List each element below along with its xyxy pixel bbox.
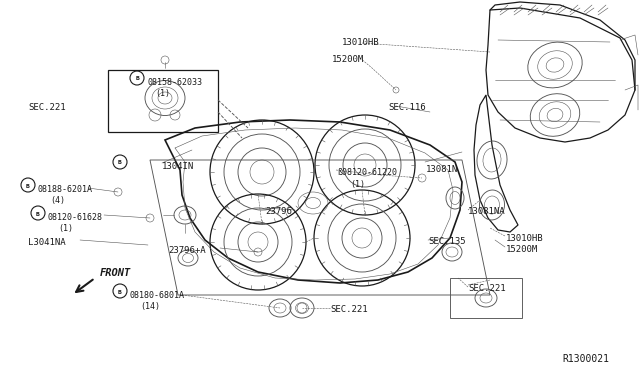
- Text: 08120-61628: 08120-61628: [48, 213, 103, 222]
- Text: 15200M: 15200M: [506, 245, 538, 254]
- Text: SEC.135: SEC.135: [428, 237, 466, 246]
- Text: SEC.221: SEC.221: [28, 103, 66, 112]
- Text: 08158-62033: 08158-62033: [148, 78, 203, 87]
- Text: (1): (1): [155, 89, 170, 98]
- Text: SEC.221: SEC.221: [468, 284, 506, 293]
- Text: (1): (1): [58, 224, 73, 233]
- Text: B: B: [26, 183, 30, 189]
- Text: 08180-6801A: 08180-6801A: [130, 291, 185, 300]
- Text: FRONT: FRONT: [100, 268, 131, 278]
- Text: B: B: [135, 77, 139, 81]
- Text: 13010HB: 13010HB: [506, 234, 543, 243]
- Text: 23796: 23796: [265, 207, 292, 216]
- Bar: [108, 70, 218, 132]
- Text: B: B: [36, 212, 40, 217]
- Text: SEC.116: SEC.116: [388, 103, 426, 112]
- Text: R1300021: R1300021: [562, 354, 609, 364]
- Text: (4): (4): [50, 196, 65, 205]
- Text: B: B: [118, 160, 122, 166]
- Text: 13081N: 13081N: [426, 165, 458, 174]
- Bar: [450, 278, 522, 318]
- Text: 15200M: 15200M: [332, 55, 364, 64]
- Text: 1304IN: 1304IN: [162, 162, 195, 171]
- Text: ß08120-61220: ß08120-61220: [337, 168, 397, 177]
- Text: SEC.221: SEC.221: [330, 305, 367, 314]
- Text: (1): (1): [350, 180, 365, 189]
- Text: B: B: [118, 289, 122, 295]
- Text: 23796+A: 23796+A: [168, 246, 205, 255]
- Text: 13010HB: 13010HB: [342, 38, 380, 47]
- Text: (14): (14): [140, 302, 160, 311]
- Text: L3041NA: L3041NA: [28, 238, 66, 247]
- Text: 08188-6201A: 08188-6201A: [38, 185, 93, 194]
- Text: 13081NA: 13081NA: [468, 207, 506, 216]
